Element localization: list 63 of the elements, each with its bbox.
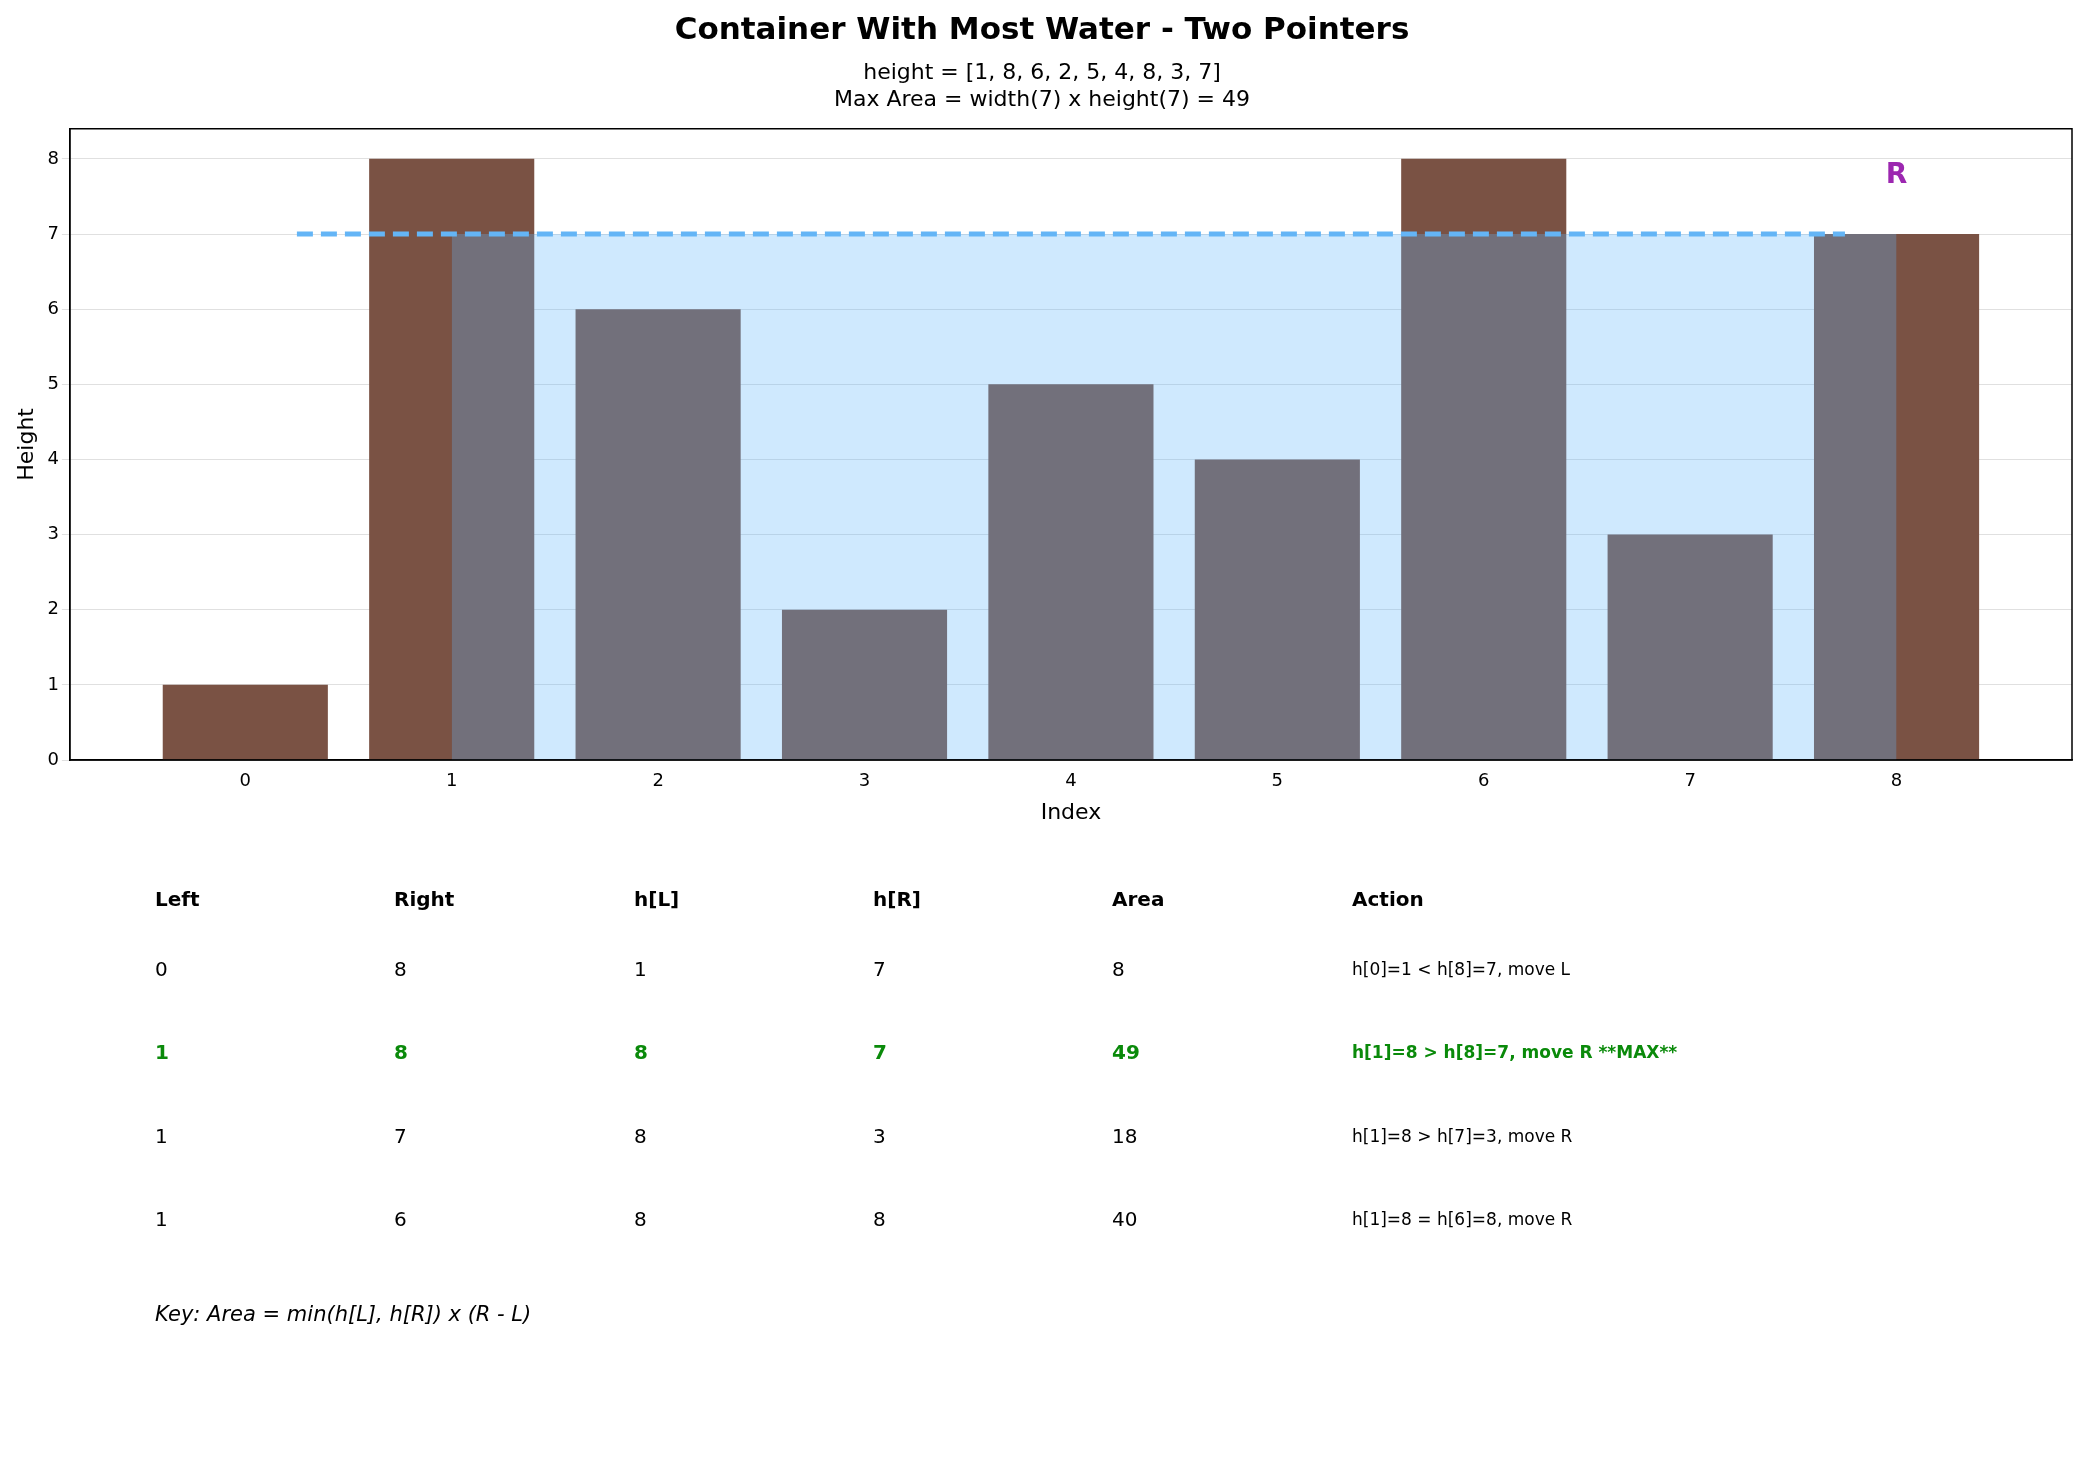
- x-axis-title: Index: [1040, 798, 1102, 824]
- text: 8: [634, 1207, 647, 1231]
- chart-subtitle: height = [1, 8, 6, 2, 5, 4, 8, 3, 7] Max Area = width(7) x height(7) = 49: [832, 58, 1251, 112]
- x-tick-label: 5: [1271, 769, 1284, 791]
- x-tick-label: 1: [445, 769, 458, 791]
- y-tick-label: 6: [47, 296, 59, 318]
- bar: [1813, 234, 1980, 760]
- text: 8: [394, 1040, 408, 1064]
- y-tick-label: 4: [47, 447, 59, 469]
- x-tick-label: 0: [239, 769, 252, 791]
- bar: [162, 684, 328, 760]
- text: h[1]=8 > h[7]=3, move R: [1352, 1126, 1573, 1146]
- bar: [575, 309, 741, 760]
- text: 8: [634, 1040, 648, 1064]
- x-tick-label: 7: [1684, 769, 1696, 791]
- x-tick-label: 6: [1478, 769, 1490, 791]
- y-axis-title: Height: [12, 407, 38, 481]
- text: Action: [1352, 887, 1424, 911]
- y-tick-label: 8: [47, 146, 59, 168]
- text: h[1]=8 = h[6]=8, move R: [1352, 1209, 1573, 1229]
- text: 7: [394, 1124, 407, 1148]
- annotation: R: [1885, 157, 1908, 191]
- text: h[1]=8 > h[8]=7, move R **MAX**: [1352, 1042, 1678, 1062]
- y-tick-label: 2: [47, 597, 59, 619]
- text: 18: [1112, 1124, 1138, 1148]
- text: 7: [873, 1040, 887, 1064]
- bar: [1401, 158, 1567, 760]
- bar: [1607, 534, 1773, 760]
- text: 8: [634, 1124, 647, 1148]
- x-tick-label: 4: [1065, 769, 1077, 791]
- text: Left: [155, 887, 200, 911]
- x-tick-label: 2: [652, 769, 664, 791]
- text: 8: [873, 1207, 886, 1231]
- bar: [369, 158, 535, 760]
- bar: [781, 609, 948, 760]
- y-tick-label: 0: [47, 747, 59, 769]
- text: h[0]=1 < h[8]=7, move L: [1352, 959, 1571, 979]
- text: 1: [634, 957, 647, 981]
- text: 8: [394, 957, 407, 981]
- text: 8: [1112, 957, 1125, 981]
- y-tick-label: 7: [47, 221, 59, 243]
- text: 49: [1112, 1040, 1140, 1064]
- bar: [1194, 459, 1360, 760]
- text: 6: [394, 1207, 407, 1231]
- y-tick-label: 3: [47, 522, 59, 544]
- text: 40: [1112, 1207, 1138, 1231]
- text: 1: [155, 1124, 168, 1148]
- text: 7: [873, 957, 886, 981]
- text: Right: [394, 887, 455, 911]
- text: h[R]: [873, 887, 921, 911]
- text: 1: [155, 1040, 169, 1064]
- y-tick-label: 5: [47, 371, 59, 393]
- text: 1: [155, 1207, 168, 1231]
- bar: [988, 384, 1154, 760]
- x-tick-label: 3: [858, 769, 871, 791]
- text: 3: [873, 1124, 886, 1148]
- chart-title: Container With Most Water - Two Pointers: [673, 10, 1411, 46]
- text: Key: Area = min(h[L], h[R]) x (R - L): [155, 1302, 532, 1326]
- y-tick-label: 1: [47, 672, 59, 694]
- text: 0: [155, 957, 168, 981]
- text: Area: [1112, 887, 1165, 911]
- text: h[L]: [634, 887, 680, 911]
- x-tick-label: 8: [1890, 769, 1903, 791]
